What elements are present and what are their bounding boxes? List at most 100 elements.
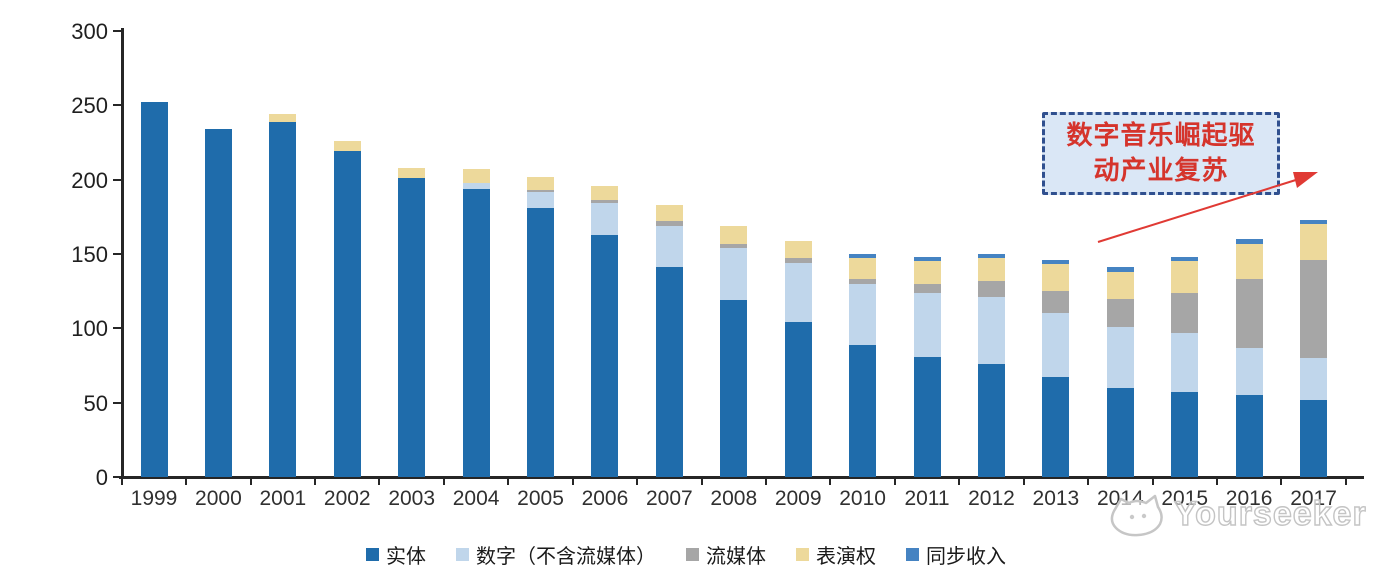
bar-segment xyxy=(1171,261,1199,293)
y-tick-label: 300 xyxy=(71,19,108,44)
bar-segment xyxy=(1171,256,1199,262)
bar-segment xyxy=(720,225,748,244)
bar-segment xyxy=(655,225,683,268)
bar-segment xyxy=(1171,292,1199,333)
legend-label: 表演权 xyxy=(816,544,876,568)
bar-segment xyxy=(591,200,619,204)
x-tick xyxy=(314,477,317,485)
bar-segment xyxy=(591,234,619,477)
x-tick-label: 1999 xyxy=(130,487,178,510)
x-tick xyxy=(1215,477,1218,485)
bar-segment xyxy=(1106,267,1134,272)
legend-item: 表演权 xyxy=(796,540,876,569)
bar-segment xyxy=(784,262,812,323)
bar-segment xyxy=(720,243,748,249)
x-tick xyxy=(893,477,896,485)
x-tick-label: 2013 xyxy=(1032,487,1080,510)
bar-segment xyxy=(1171,332,1199,393)
bar-segment xyxy=(527,190,555,192)
x-tick-label: 2009 xyxy=(774,487,822,510)
x-tick-label: 2016 xyxy=(1225,487,1273,510)
x-tick xyxy=(185,477,188,485)
y-tick xyxy=(113,104,122,107)
x-tick xyxy=(636,477,639,485)
x-tick xyxy=(1280,477,1283,485)
y-tick xyxy=(113,327,122,330)
bar-segment xyxy=(1300,358,1328,400)
bar-segment xyxy=(913,283,941,293)
bar-segment xyxy=(1171,392,1199,477)
legend-item: 数字（不含流媒体） xyxy=(456,540,656,569)
x-tick xyxy=(829,477,832,485)
annotation-text-line1: 数字音乐崛起驱 xyxy=(1066,120,1256,151)
bar-segment xyxy=(269,114,297,122)
bar-segment xyxy=(1300,399,1328,477)
y-tick-label: 150 xyxy=(71,242,108,267)
cat-logo-icon xyxy=(1110,494,1163,537)
legend-label: 流媒体 xyxy=(706,544,766,568)
annotation-box: 数字音乐崛起驱 动产业复苏 xyxy=(1042,112,1280,195)
x-tick xyxy=(507,477,510,485)
x-tick xyxy=(378,477,381,485)
bar-segment xyxy=(720,300,748,477)
y-tick xyxy=(113,178,122,181)
annotation-text-line2: 动产业复苏 xyxy=(1093,155,1229,186)
x-tick xyxy=(442,477,445,485)
bar-segment xyxy=(333,141,361,152)
x-tick-label: 2006 xyxy=(581,487,629,510)
x-tick-label: 2012 xyxy=(968,487,1015,510)
legend-swatch-icon xyxy=(686,548,699,561)
x-tick-label: 2015 xyxy=(1161,487,1209,510)
bar-segment xyxy=(204,129,232,477)
x-tick-label: 2002 xyxy=(323,487,371,510)
bar-segment xyxy=(269,121,297,477)
x-tick xyxy=(1344,477,1347,485)
legend-swatch-icon xyxy=(456,548,469,561)
y-tick xyxy=(113,253,122,255)
bar-segment xyxy=(784,240,812,259)
bar-segment xyxy=(849,344,877,477)
bar-segment xyxy=(849,258,877,280)
bar-segment xyxy=(849,279,877,284)
bar-segment xyxy=(1042,291,1070,314)
y-tick-label: 50 xyxy=(83,390,108,416)
bar-segment xyxy=(913,256,941,262)
bar-segment xyxy=(462,169,490,183)
bar-segment xyxy=(784,258,812,263)
bar-segment xyxy=(140,102,168,477)
bar-segment xyxy=(913,292,941,357)
bar-segment xyxy=(398,178,426,477)
x-tick-label: 2010 xyxy=(839,487,886,510)
x-tick-label: 2000 xyxy=(195,487,242,510)
legend-label: 数字（不含流媒体） xyxy=(476,544,656,568)
bar-segment xyxy=(1042,264,1070,292)
legend-label: 实体 xyxy=(386,544,426,568)
x-tick xyxy=(1087,477,1090,485)
legend: 实体 数字（不含流媒体） 流媒体 表演权 同步收入 xyxy=(366,540,1006,569)
y-tick-label: 0 xyxy=(95,465,108,490)
bar-segment xyxy=(977,364,1005,477)
bar-segment xyxy=(1300,219,1328,225)
bar-segment xyxy=(849,283,877,345)
bar-segment xyxy=(913,261,941,284)
bar-segment xyxy=(591,185,619,201)
x-tick-label: 2005 xyxy=(517,487,564,510)
y-tick-label: 100 xyxy=(71,316,108,342)
bar-segment xyxy=(1300,224,1328,260)
x-tick xyxy=(571,477,574,485)
bar-segment xyxy=(977,280,1005,298)
x-tick xyxy=(958,477,961,485)
watermark: Yourseeker xyxy=(1106,490,1367,538)
x-tick-label: 2008 xyxy=(710,487,758,510)
x-axis xyxy=(119,476,1364,479)
legend-item: 实体 xyxy=(366,540,426,569)
x-tick xyxy=(1022,477,1025,485)
bar-segment xyxy=(1042,377,1070,477)
x-tick xyxy=(120,477,123,485)
y-tick xyxy=(113,30,122,32)
bar-segment xyxy=(1106,298,1134,327)
bar-segment xyxy=(655,221,683,226)
bar-segment xyxy=(720,248,748,301)
bar-segment xyxy=(977,254,1005,259)
legend-item: 流媒体 xyxy=(686,540,766,569)
